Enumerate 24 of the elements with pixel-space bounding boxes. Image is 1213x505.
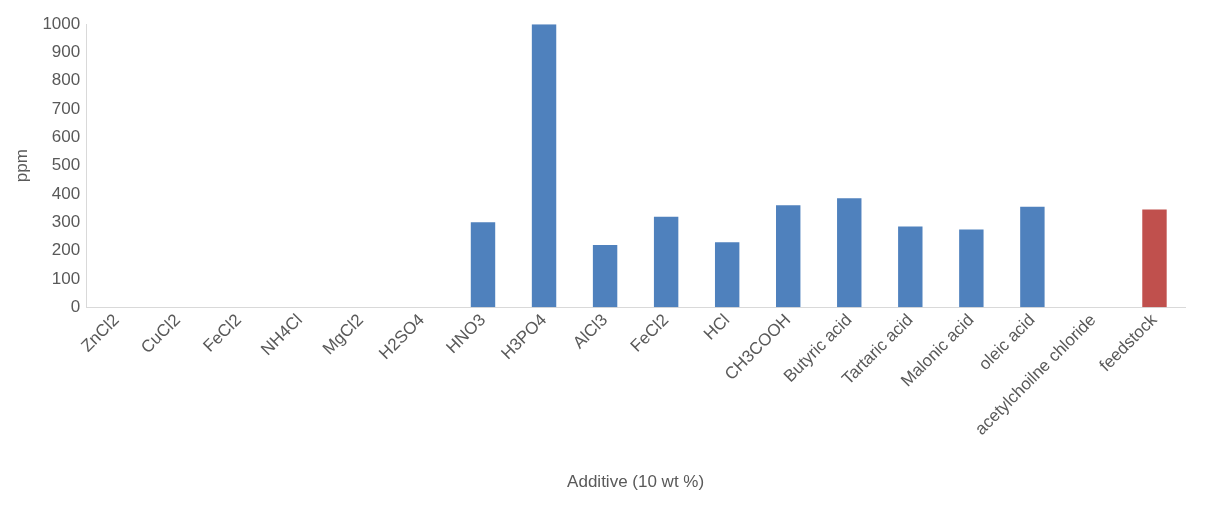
y-tick-label: 700 [51, 98, 81, 118]
y-tick-label: 100 [51, 268, 81, 288]
bar [959, 229, 984, 308]
bar [470, 222, 496, 308]
bar [531, 24, 557, 308]
bar [653, 216, 679, 308]
y-tick-label: 200 [51, 240, 81, 260]
bar [1142, 209, 1167, 308]
y-axis-title: ppm [11, 149, 31, 183]
y-tick-label: 300 [51, 212, 81, 232]
y-tick-label: 800 [51, 70, 81, 90]
bar [837, 198, 862, 308]
bar [714, 242, 740, 308]
bar [592, 244, 618, 308]
y-tick-label: 900 [51, 42, 81, 62]
y-tick-label: 1000 [42, 13, 81, 33]
x-axis-title: Additive (10 wt %) [567, 472, 705, 492]
bar [1020, 206, 1045, 308]
bar [776, 205, 801, 308]
y-tick-label: 600 [51, 127, 81, 147]
y-tick-label: 500 [51, 155, 81, 175]
y-tick-label: 400 [51, 183, 81, 203]
y-tick-label: 0 [70, 296, 81, 316]
bar [898, 226, 923, 308]
